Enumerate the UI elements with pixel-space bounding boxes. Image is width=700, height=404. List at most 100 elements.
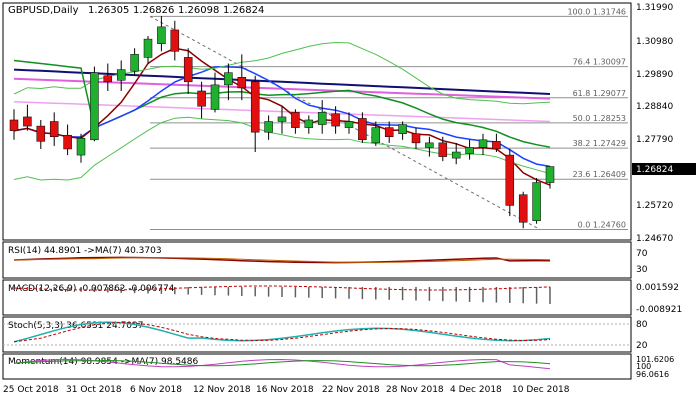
candle [183,48,193,95]
candle [130,48,139,76]
date-axis: 25 Oct 2018 31 Oct 2018 6 Nov 2018 12 No… [3,385,570,395]
ma-blue-line [13,66,551,168]
candle [425,136,434,157]
candle [532,177,541,224]
fib-level-label: 61.8 1.29077 [573,89,626,98]
candle-body [545,166,555,183]
macd-tick-high: 0.001592 [636,283,679,293]
candle [224,63,233,101]
price-tick: 1.30980 [636,37,673,47]
candle-body [76,138,86,156]
candle-body [250,81,260,133]
date-label: 4 Dec 2018 [450,385,502,395]
candle [157,16,166,52]
macd-tick-low: -0.008921 [636,305,682,315]
date-label: 31 Oct 2018 [66,385,122,395]
candle [143,36,153,64]
stoch-tick-80: 80 [636,320,648,330]
candle-body [532,182,541,221]
candle-body [23,116,32,127]
ma-navy-line [13,68,551,95]
candle [49,112,59,146]
candle-body [170,29,180,52]
candle-body [157,26,166,44]
stoch-main-line [13,321,551,343]
date-label: 16 Nov 2018 [256,385,314,395]
date-label: 22 Nov 2018 [322,385,380,395]
momentum-line [13,358,551,370]
candle-body [277,116,287,122]
fib-level-label: 50.0 1.28253 [573,114,626,123]
candle-body [398,124,407,134]
momentum-tick-mid: 100 [636,362,651,371]
rsi-line [13,256,551,264]
date-label: 12 Nov 2018 [193,385,251,395]
moving-averages [13,41,551,186]
macd-label: MACD(12,26,9) -0.007862 -0.006774 [8,284,175,294]
ma-dark-red-line [13,47,551,186]
candle [277,106,287,134]
candle-body [49,121,59,138]
candle [291,109,300,134]
candle [505,148,515,217]
candle [438,136,448,162]
candle-body [103,75,113,83]
rsi-tick-30: 30 [636,265,648,275]
candle-body [130,54,139,72]
candle-body [210,84,220,110]
candle [317,100,327,134]
fib-level-label: 38.2 1.27429 [573,139,626,148]
ohlc-low: 1.26098 [178,5,219,16]
candle [250,75,260,153]
price-tick: 1.31990 [636,3,673,13]
candle [63,124,72,156]
candle-body [505,154,515,206]
momentum-label: Momentum(14) 98.9854 ->MA(7) 98.5486 [8,357,199,367]
candle-body [451,151,461,159]
fibonacci-retracement[interactable]: 100.0 1.31746 76.4 1.30097 61.8 1.29077 50.… [149,7,628,231]
candle-body [384,127,394,138]
date-label: 6 Nov 2018 [130,385,182,395]
candle [116,60,126,91]
rsi-panel-frame [2,241,632,279]
candle-body [116,69,126,81]
stoch-panel-frame [2,316,632,353]
candle [36,119,46,149]
fib-level-label: 0.0 1.24760 [578,221,626,230]
rsi-label: RSI(14) 44.8901 ->MA(7) 40.3703 [8,246,162,256]
rsi-tick-70: 70 [636,249,648,259]
candle [304,115,314,134]
candle-body [358,118,367,141]
date-label: 25 Oct 2018 [3,385,59,395]
candle-body [291,112,300,128]
bollinger-upper-line [13,41,551,105]
price-tick: 1.28840 [636,102,673,112]
candle-body [518,194,528,223]
current-price-label: 1.26824 [636,165,673,175]
candle-body [143,38,153,58]
bollinger-lower-line [13,116,551,181]
candle [492,133,501,153]
price-axis: 1.31990 1.30980 1.29890 1.28840 1.27790 … [632,3,696,244]
candle-body [9,119,19,131]
candle-body [425,142,434,148]
candle-body [90,72,99,141]
candle [384,121,394,143]
ohlc-close: 1.26824 [223,5,264,16]
candle-body [183,57,193,83]
candle [237,54,247,101]
candle [90,66,99,142]
candle-body [438,142,448,157]
candlesticks [9,16,555,229]
price-tick: 1.29890 [636,70,673,80]
candle [197,81,206,119]
fib-level-label: 23.6 1.26409 [573,170,626,179]
candle [331,106,340,134]
candle [398,121,407,140]
candle [371,121,381,146]
candle-body [304,119,314,128]
candle [103,63,113,91]
candle-body [344,121,354,128]
